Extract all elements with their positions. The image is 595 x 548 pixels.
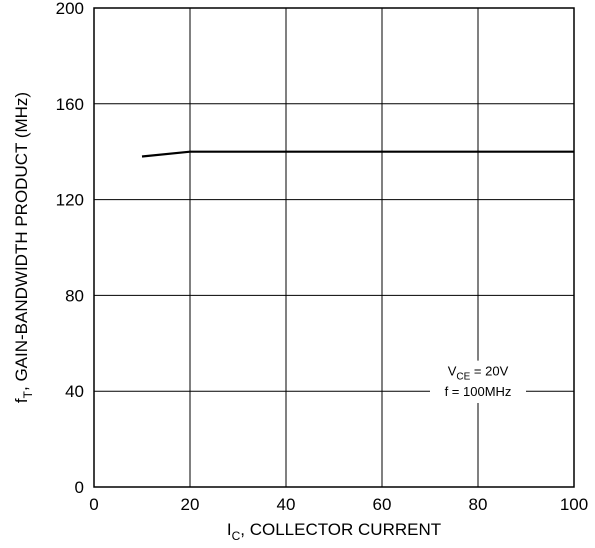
x-axis-title-prefix: I	[227, 520, 232, 539]
plot-frame	[93, 7, 575, 488]
y-tick-label: 40	[65, 382, 84, 401]
x-tick-label: 60	[373, 495, 392, 514]
y-axis-title-prefix: f	[12, 398, 31, 403]
y-axis-title-sub: T	[21, 390, 35, 398]
y-tick-labels: 0 40 80 120 160 200	[56, 0, 84, 497]
annotation-vce-prefix: V	[448, 364, 457, 379]
x-axis-title: IC, COLLECTOR CURRENT	[227, 520, 441, 543]
x-tick-label: 0	[89, 495, 98, 514]
x-tick-label: 100	[560, 495, 588, 514]
annotation-vce-sub: CE	[456, 372, 470, 383]
conditions-annotation: VCE = 20V f = 100MHz	[430, 360, 526, 403]
y-axis-title: fT, GAIN-BANDWIDTH PRODUCT (MHz)	[12, 92, 35, 403]
x-axis-title-sub: C	[232, 529, 241, 543]
y-tick-label: 120	[56, 191, 84, 210]
y-tick-label: 160	[56, 95, 84, 114]
chart-grid	[94, 8, 574, 487]
annotation-freq: f = 100MHz	[445, 384, 512, 399]
y-tick-label: 80	[65, 286, 84, 305]
x-tick-label: 40	[277, 495, 296, 514]
annotation-vce-rest: = 20V	[470, 364, 508, 379]
y-axis-title-rest: , GAIN-BANDWIDTH PRODUCT (MHz)	[12, 92, 31, 391]
y-tick-label: 0	[75, 478, 84, 497]
chart-series	[141, 150, 574, 158]
x-tick-labels: 0 20 40 60 80 100	[89, 495, 588, 514]
x-tick-label: 80	[469, 495, 488, 514]
series-line-0	[141, 150, 574, 158]
x-tick-label: 20	[181, 495, 200, 514]
annotation-vce: VCE = 20V	[448, 364, 509, 383]
y-tick-label: 200	[56, 0, 84, 18]
x-axis-title-rest: , COLLECTOR CURRENT	[240, 520, 441, 539]
annotation-background	[430, 360, 526, 403]
